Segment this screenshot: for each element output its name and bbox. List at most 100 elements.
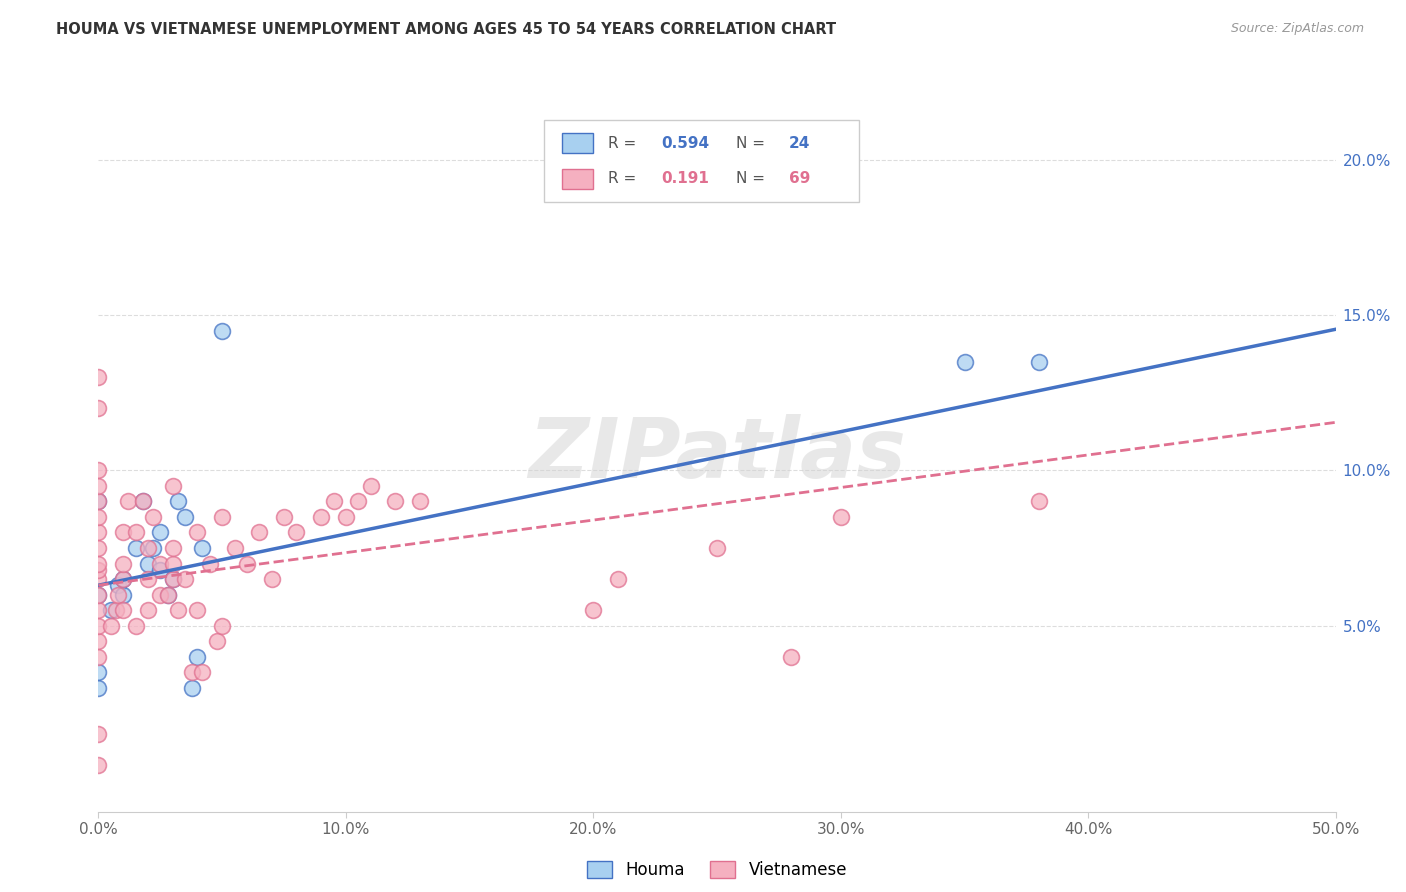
Point — [136, 541, 159, 555]
Point — [162, 557, 184, 571]
Point — [285, 525, 308, 540]
Point — [87, 525, 110, 540]
Point — [384, 494, 406, 508]
Text: R =: R = — [609, 136, 641, 151]
Point — [87, 563, 110, 577]
Point — [112, 572, 135, 586]
Point — [211, 618, 233, 632]
Point — [124, 618, 146, 632]
Point — [87, 603, 110, 617]
Point — [107, 578, 129, 592]
Point — [186, 525, 208, 540]
Point — [87, 681, 110, 695]
Point — [87, 727, 110, 741]
Point — [191, 541, 214, 555]
Text: N =: N = — [735, 136, 769, 151]
Point — [132, 494, 155, 508]
Point — [87, 463, 110, 477]
Point — [87, 401, 110, 416]
Text: ZIPatlas: ZIPatlas — [529, 415, 905, 495]
Point — [162, 479, 184, 493]
Text: Source: ZipAtlas.com: Source: ZipAtlas.com — [1230, 22, 1364, 36]
Point — [87, 370, 110, 384]
Point — [247, 525, 270, 540]
Point — [191, 665, 214, 679]
Text: HOUMA VS VIETNAMESE UNEMPLOYMENT AMONG AGES 45 TO 54 YEARS CORRELATION CHART: HOUMA VS VIETNAMESE UNEMPLOYMENT AMONG A… — [56, 22, 837, 37]
Point — [142, 510, 165, 524]
Point — [260, 572, 283, 586]
Text: 0.191: 0.191 — [661, 171, 709, 186]
Point — [136, 572, 159, 586]
Point — [107, 588, 129, 602]
Point — [236, 557, 259, 571]
Point — [112, 557, 135, 571]
Point — [1028, 355, 1050, 369]
Point — [335, 510, 357, 524]
Point — [224, 541, 246, 555]
Point — [132, 494, 155, 508]
Point — [112, 588, 135, 602]
Point — [706, 541, 728, 555]
Point — [162, 541, 184, 555]
Point — [181, 681, 204, 695]
Point — [953, 355, 976, 369]
Point — [87, 494, 110, 508]
Point — [136, 603, 159, 617]
Point — [112, 525, 135, 540]
Point — [100, 603, 122, 617]
Point — [100, 618, 122, 632]
Point — [273, 510, 295, 524]
Text: R =: R = — [609, 171, 641, 186]
Point — [211, 324, 233, 338]
Point — [87, 649, 110, 664]
Point — [162, 572, 184, 586]
Point — [309, 510, 332, 524]
Point — [582, 603, 605, 617]
FancyBboxPatch shape — [544, 120, 859, 202]
Point — [607, 572, 630, 586]
Point — [409, 494, 432, 508]
Point — [87, 572, 110, 586]
Point — [181, 665, 204, 679]
Text: 24: 24 — [789, 136, 810, 151]
Point — [322, 494, 344, 508]
Text: 0.594: 0.594 — [661, 136, 710, 151]
Point — [112, 572, 135, 586]
Point — [211, 510, 233, 524]
Point — [136, 557, 159, 571]
Point — [124, 525, 146, 540]
Point — [112, 603, 135, 617]
Point — [87, 494, 110, 508]
Point — [174, 572, 197, 586]
Point — [186, 603, 208, 617]
Point — [162, 572, 184, 586]
FancyBboxPatch shape — [562, 169, 593, 189]
Point — [166, 494, 188, 508]
Point — [87, 557, 110, 571]
Point — [87, 588, 110, 602]
Point — [149, 557, 172, 571]
Point — [830, 510, 852, 524]
Point — [87, 510, 110, 524]
Point — [174, 510, 197, 524]
Point — [87, 618, 110, 632]
Point — [87, 588, 110, 602]
Point — [166, 603, 188, 617]
Point — [149, 563, 172, 577]
Point — [156, 588, 179, 602]
Point — [117, 494, 139, 508]
Point — [347, 494, 370, 508]
Point — [87, 634, 110, 648]
Point — [156, 588, 179, 602]
Legend: Houma, Vietnamese: Houma, Vietnamese — [581, 854, 853, 886]
Point — [186, 649, 208, 664]
Text: N =: N = — [735, 171, 769, 186]
Point — [149, 588, 172, 602]
Point — [87, 665, 110, 679]
FancyBboxPatch shape — [562, 134, 593, 153]
Point — [87, 541, 110, 555]
Point — [205, 634, 228, 648]
Point — [198, 557, 221, 571]
Point — [87, 479, 110, 493]
Point — [360, 479, 382, 493]
